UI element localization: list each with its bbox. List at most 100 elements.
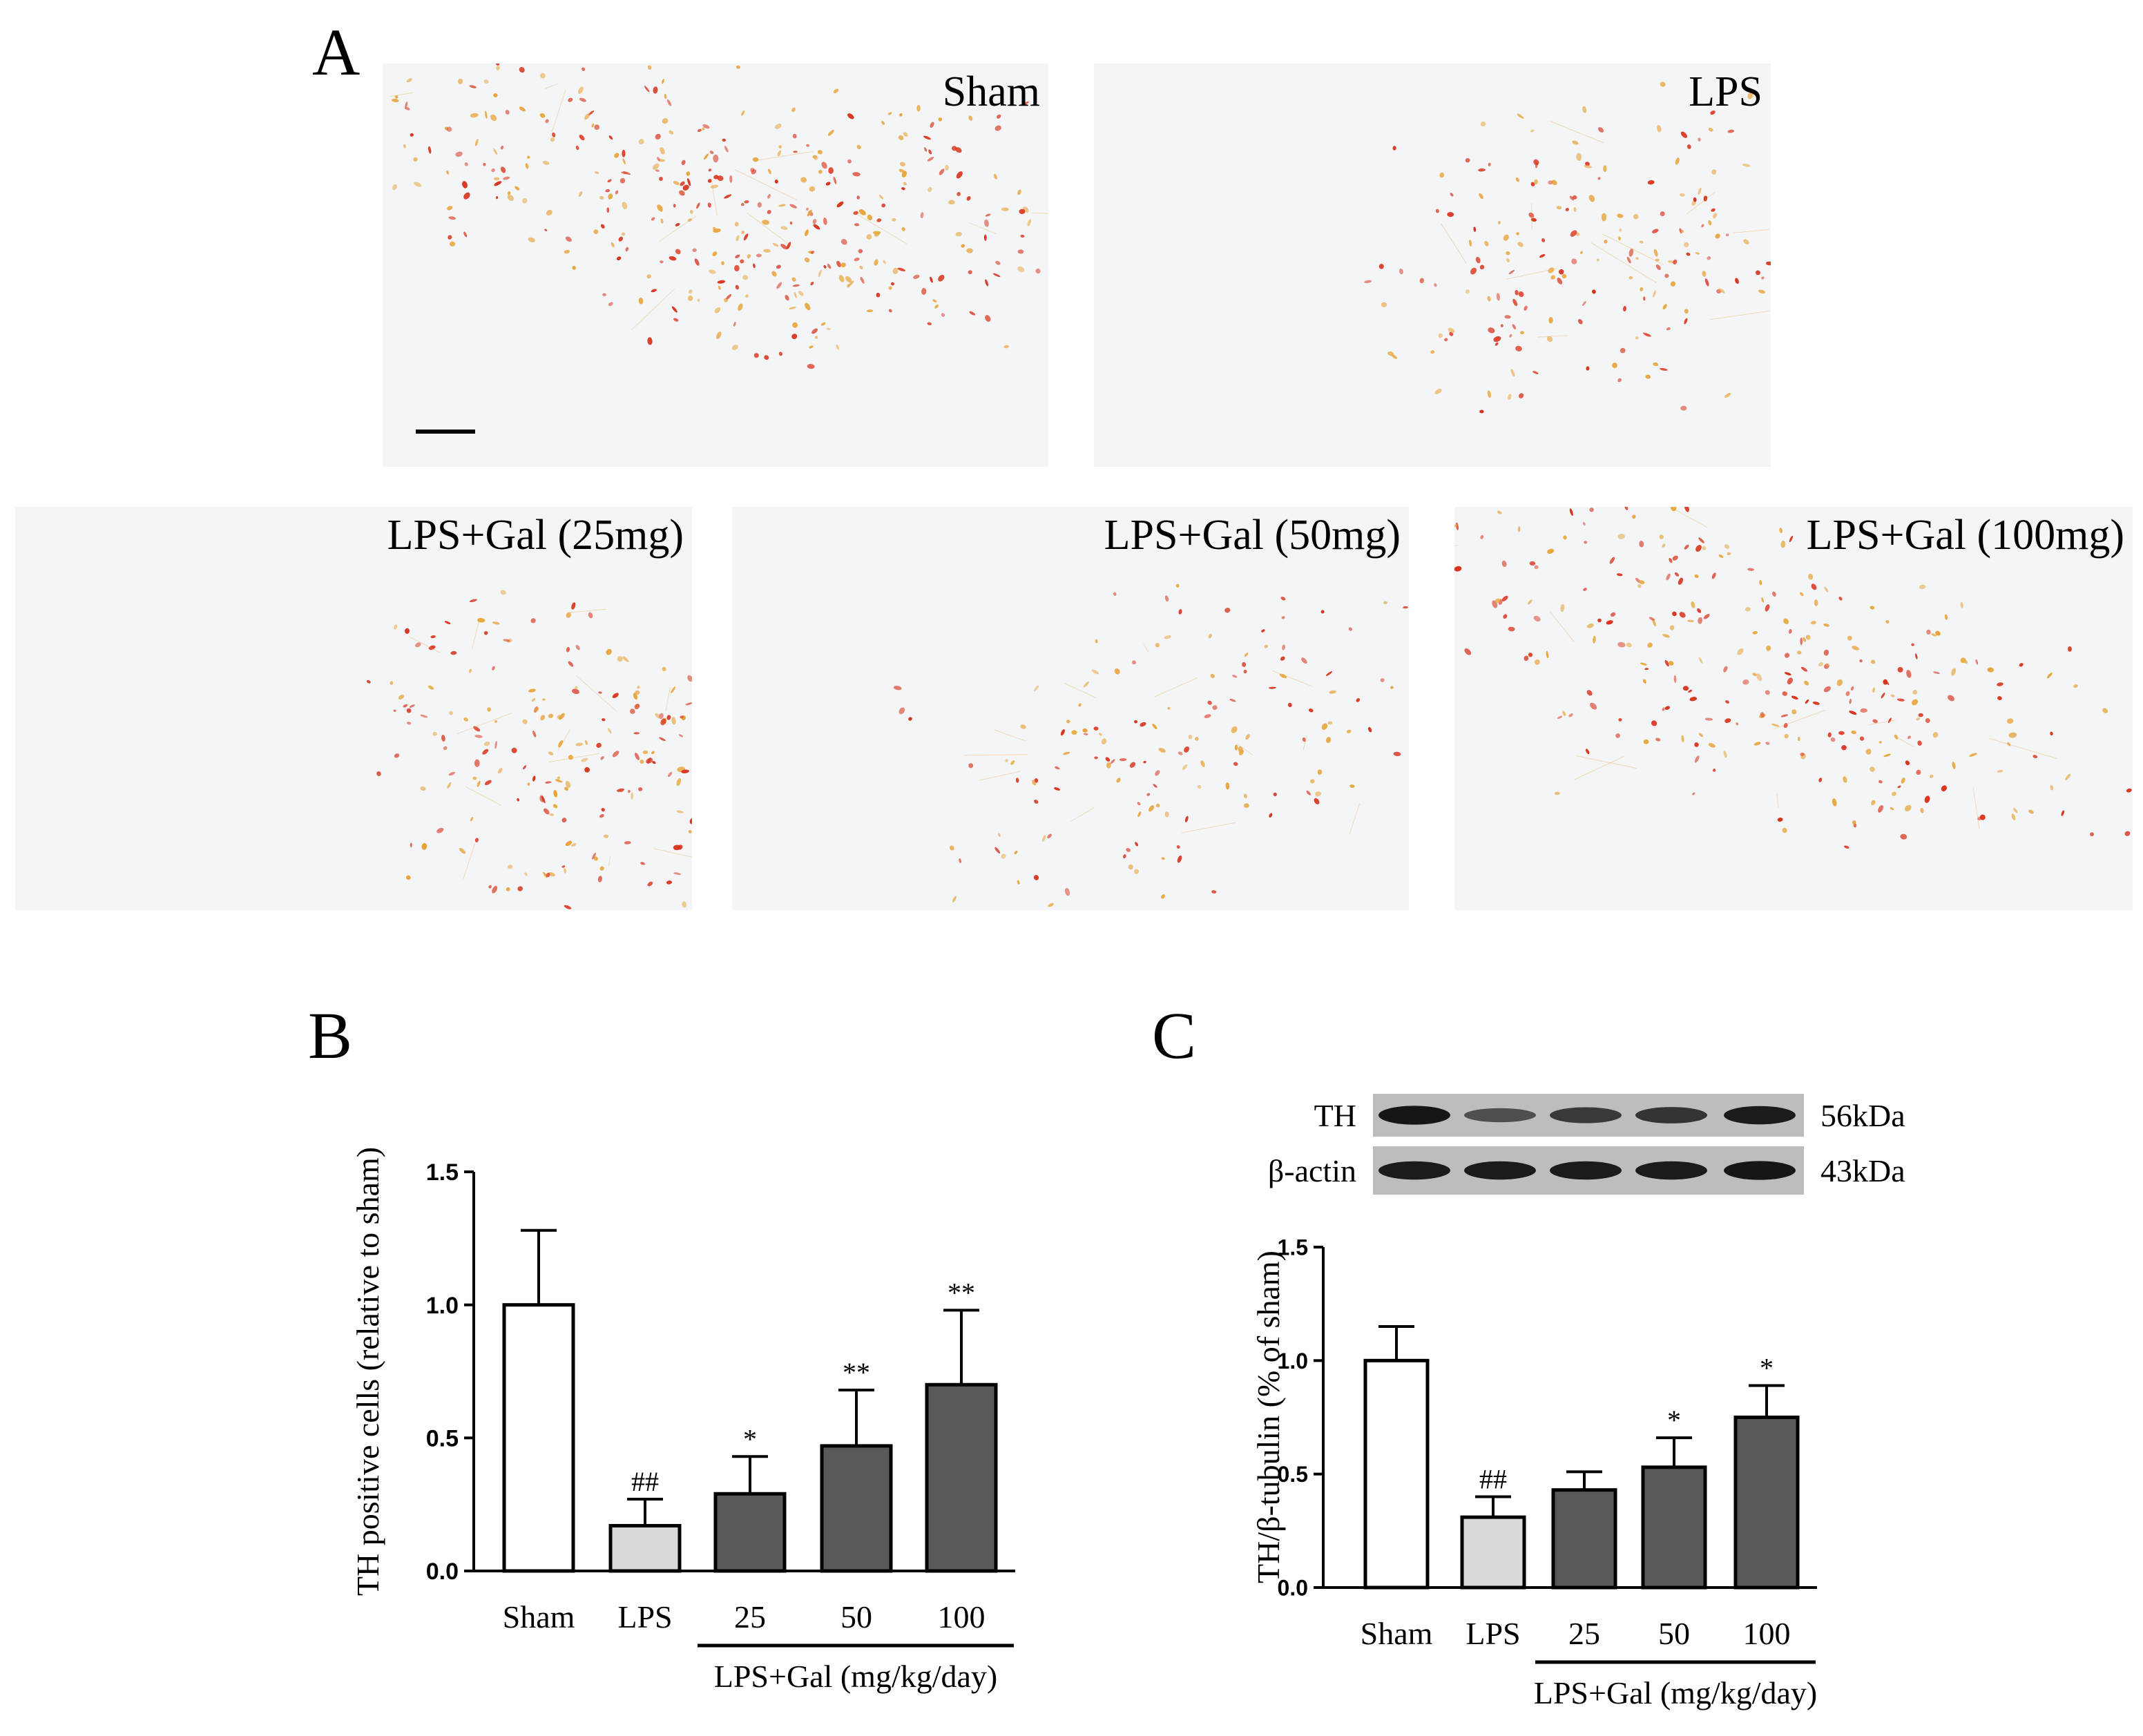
stained-fiber <box>551 90 566 132</box>
stained-cell <box>1818 662 1824 667</box>
stained-cell <box>1800 752 1805 756</box>
stained-cell <box>1883 679 1890 685</box>
stained-cell <box>1509 334 1512 338</box>
stained-cell <box>1859 736 1865 741</box>
stained-cell <box>622 171 631 175</box>
micrograph-label: Sham <box>942 68 1040 115</box>
stained-cell <box>602 293 606 296</box>
stained-cell <box>1326 737 1332 743</box>
x-category-label: 50 <box>1658 1616 1690 1651</box>
stained-cell <box>1548 317 1553 324</box>
stained-cell <box>687 218 693 222</box>
stained-cell <box>1642 679 1646 684</box>
stained-cell <box>600 755 604 760</box>
stained-cell <box>1612 363 1617 369</box>
stained-cell <box>1824 586 1829 592</box>
stained-cell <box>376 771 381 777</box>
stained-cell <box>713 154 719 163</box>
stained-cell <box>1557 278 1563 284</box>
stained-cell <box>571 843 577 847</box>
stained-cell <box>1827 732 1832 737</box>
stained-cell <box>673 204 676 208</box>
stained-cell <box>1518 291 1524 298</box>
stained-cell <box>1952 761 1956 769</box>
stained-cell <box>1572 140 1579 145</box>
stained-cell <box>1597 177 1601 180</box>
stained-cell <box>1948 695 1954 702</box>
stained-cell <box>887 112 892 115</box>
stained-cell <box>1871 659 1876 664</box>
stained-cell <box>680 715 684 719</box>
blot-band <box>1724 1161 1796 1180</box>
stained-cell <box>493 93 498 97</box>
stained-cell <box>459 847 466 854</box>
stained-cell <box>1164 635 1171 639</box>
stained-cell <box>464 162 468 166</box>
stained-cell <box>1860 708 1867 713</box>
stained-cell <box>1997 770 2003 773</box>
stained-cell <box>546 209 552 216</box>
stained-cell <box>657 204 663 212</box>
stained-cell <box>1269 813 1273 818</box>
stained-cell <box>1392 354 1398 359</box>
stained-cell <box>540 715 546 721</box>
stained-cell <box>629 708 635 714</box>
stained-cell <box>635 690 640 695</box>
stained-cell <box>1506 258 1510 262</box>
stained-cell <box>640 760 644 764</box>
stained-cell <box>712 226 716 231</box>
stained-cell <box>1027 219 1032 226</box>
stained-cell <box>1503 614 1508 619</box>
stained-cell <box>1534 179 1538 185</box>
stained-cell <box>420 714 428 718</box>
stained-cell <box>1470 267 1477 275</box>
stained-cell <box>1550 275 1555 280</box>
stained-cell <box>2073 684 2078 688</box>
stained-cell <box>1506 251 1510 255</box>
stained-cell <box>638 139 644 145</box>
stained-cell <box>448 235 452 240</box>
stained-cell <box>1280 597 1286 601</box>
micrograph-label: LPS+Gal (25mg) <box>387 512 684 559</box>
stained-cell <box>427 146 432 154</box>
stained-cell <box>1797 650 1802 655</box>
stained-cell <box>764 355 769 360</box>
stained-cell <box>1694 574 1699 578</box>
stained-cell <box>447 206 453 211</box>
stained-cell <box>405 107 410 110</box>
stained-cell <box>1479 264 1485 270</box>
stained-cell <box>1969 753 1977 757</box>
stained-cell <box>1017 880 1020 885</box>
stained-cell <box>1493 336 1501 343</box>
stained-cell <box>998 833 1001 837</box>
stained-fiber <box>1867 720 1896 726</box>
stained-fiber <box>1988 737 2057 760</box>
stained-cell <box>1448 327 1455 334</box>
stained-cell <box>1911 643 1914 646</box>
stained-cell <box>736 65 740 69</box>
stained-cell <box>1329 690 1336 694</box>
stained-cell <box>1003 345 1009 349</box>
stained-cell <box>1551 180 1557 186</box>
x-category-label: Sham <box>503 1599 575 1634</box>
stained-cell <box>1001 207 1009 211</box>
stained-cell <box>753 263 756 269</box>
stained-cell <box>2033 755 2038 759</box>
stained-fiber <box>1303 735 1307 751</box>
stained-cell <box>1765 604 1770 612</box>
stained-cell <box>1756 270 1760 276</box>
stained-cell <box>1823 649 1829 656</box>
stained-cell <box>552 132 556 137</box>
stained-cell <box>1687 619 1694 622</box>
stained-cell <box>532 731 537 737</box>
stained-cell <box>568 97 573 102</box>
stained-cell <box>666 880 673 885</box>
stained-cell <box>1688 689 1693 693</box>
stained-cell <box>477 617 486 623</box>
stained-fiber <box>658 215 696 242</box>
stained-cell <box>1684 507 1689 512</box>
stained-cell <box>1066 720 1070 724</box>
stained-cell <box>1110 759 1115 764</box>
stained-cell <box>494 720 498 723</box>
stained-cell <box>1789 535 1794 543</box>
